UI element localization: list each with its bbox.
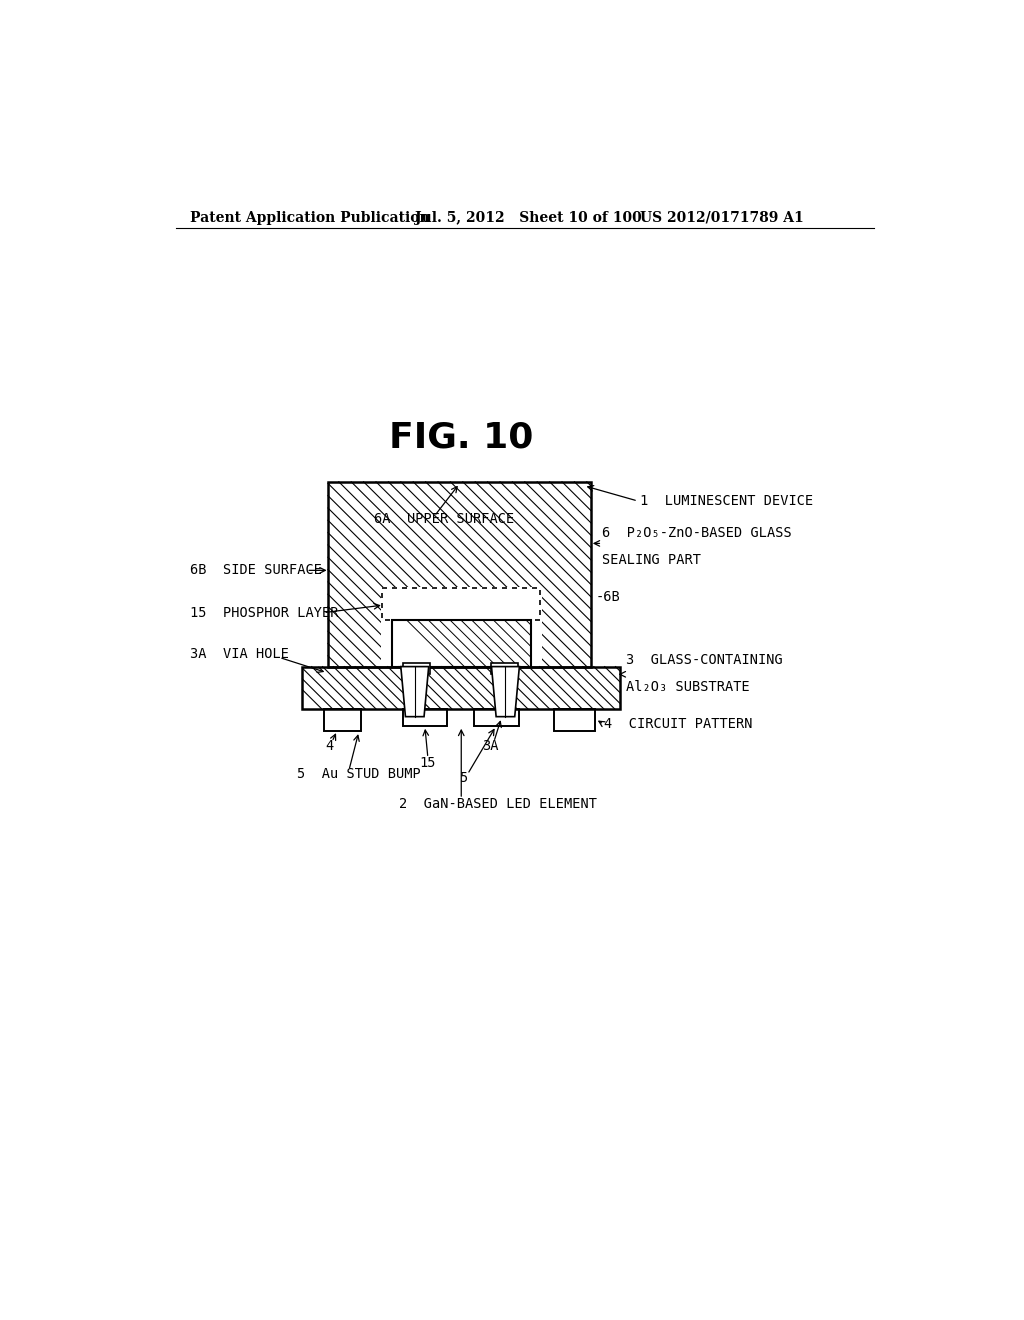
Text: 2  GaN-BASED LED ELEMENT: 2 GaN-BASED LED ELEMENT <box>399 797 597 810</box>
Text: 6  P₂O₅-ZnO-BASED GLASS: 6 P₂O₅-ZnO-BASED GLASS <box>602 525 792 540</box>
Text: 3  GLASS-CONTAINING: 3 GLASS-CONTAINING <box>626 652 782 667</box>
Text: SEALING PART: SEALING PART <box>602 553 701 568</box>
Text: 4: 4 <box>326 739 334 752</box>
Text: US 2012/0171789 A1: US 2012/0171789 A1 <box>640 211 803 224</box>
Text: 3A: 3A <box>481 739 498 752</box>
Text: FIG. 10: FIG. 10 <box>389 420 534 454</box>
Polygon shape <box>382 589 541 620</box>
Text: 6B  SIDE SURFACE: 6B SIDE SURFACE <box>190 564 322 577</box>
Polygon shape <box>403 663 430 675</box>
Polygon shape <box>492 667 519 717</box>
Text: 15  PHOSPHOR LAYER: 15 PHOSPHOR LAYER <box>190 606 339 619</box>
Text: Patent Application Publication: Patent Application Publication <box>190 211 430 224</box>
Text: 1  LUMINESCENT DEVICE: 1 LUMINESCENT DEVICE <box>640 494 813 508</box>
Text: 6A  UPPER SURFACE: 6A UPPER SURFACE <box>375 512 515 525</box>
Polygon shape <box>400 667 429 717</box>
Text: 3A  VIA HOLE: 3A VIA HOLE <box>190 647 289 660</box>
Text: Al₂O₃ SUBSTRATE: Al₂O₃ SUBSTRATE <box>626 681 750 694</box>
Text: 5  Au STUD BUMP: 5 Au STUD BUMP <box>297 767 421 781</box>
Text: -6B: -6B <box>596 590 621 605</box>
Polygon shape <box>381 586 542 667</box>
Polygon shape <box>490 663 518 675</box>
Text: 5: 5 <box>459 771 467 785</box>
Text: 4  CIRCUIT PATTERN: 4 CIRCUIT PATTERN <box>604 717 753 731</box>
Text: Jul. 5, 2012   Sheet 10 of 100: Jul. 5, 2012 Sheet 10 of 100 <box>415 211 641 224</box>
Text: 15: 15 <box>420 756 436 770</box>
